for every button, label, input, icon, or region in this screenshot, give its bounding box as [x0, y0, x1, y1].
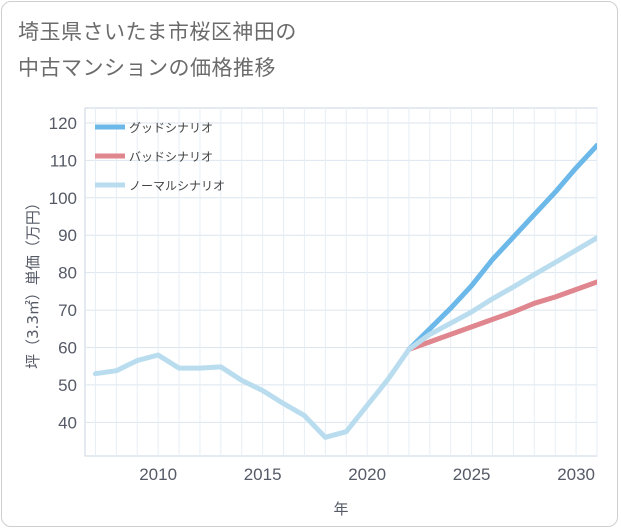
y-tick-label: 90 [58, 226, 77, 245]
x-tick-label: 2020 [348, 465, 386, 484]
series-line-1 [406, 142, 597, 352]
legend-label: グッドシナリオ [129, 121, 213, 135]
y-tick-label: 120 [49, 114, 77, 133]
y-axis-ticks: 40 50 60 70 80 90 100 110 120 [49, 114, 77, 432]
chart-title: 埼玉県さいたま市桜区神田の 中古マンションの価格推移 [18, 14, 438, 86]
plot-area [84, 107, 598, 457]
chart-title-line2: 中古マンションの価格推移 [18, 56, 276, 80]
series-lines [92, 142, 597, 440]
series-line-2 [406, 279, 597, 352]
x-axis-ticks: 2010 2015 2020 2025 2030 [139, 465, 595, 484]
legend-label: バッドシナリオ [129, 150, 213, 164]
y-axis-label: 坪（3.3㎡）単価（万円） [24, 195, 42, 369]
x-axis-label: 年 [333, 500, 348, 518]
y-tick-label: 40 [58, 413, 77, 432]
y-tick-label: 110 [50, 151, 77, 170]
y-tick-label: 50 [58, 376, 77, 395]
x-tick-label: 2030 [557, 465, 595, 484]
series-line-3 [92, 235, 597, 440]
chart-title-line1: 埼玉県さいたま市桜区神田の [18, 20, 297, 44]
x-tick-label: 2025 [453, 465, 491, 484]
y-tick-label: 80 [58, 264, 77, 283]
y-tick-label: 60 [58, 338, 77, 357]
x-tick-label: 2015 [244, 465, 282, 484]
legend-label: ノーマルシナリオ [129, 179, 225, 193]
y-tick-label: 70 [58, 301, 77, 320]
x-tick-label: 2010 [139, 465, 177, 484]
y-tick-label: 100 [49, 189, 77, 208]
